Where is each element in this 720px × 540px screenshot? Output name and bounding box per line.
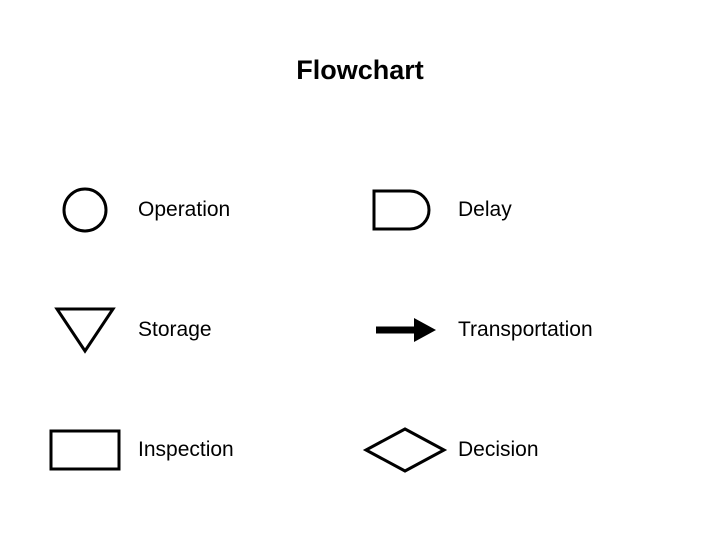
legend-cell-transportation: Transportation: [360, 300, 680, 360]
legend-label: Delay: [458, 198, 512, 222]
legend-label: Operation: [138, 198, 230, 222]
legend-label: Decision: [458, 438, 539, 462]
rectangle-icon: [40, 420, 130, 480]
legend-cell-inspection: Inspection: [40, 420, 360, 480]
legend-cell-operation: Operation: [40, 180, 360, 240]
arrow-right-icon: [360, 300, 450, 360]
legend-row: Operation Delay: [40, 150, 680, 270]
circle-icon: [40, 180, 130, 240]
page-title: Flowchart: [0, 55, 720, 86]
legend-label: Transportation: [458, 318, 593, 342]
legend-label: Inspection: [138, 438, 234, 462]
diamond-icon: [360, 420, 450, 480]
delay-icon: [360, 180, 450, 240]
legend-cell-decision: Decision: [360, 420, 680, 480]
legend-cell-delay: Delay: [360, 180, 680, 240]
legend-cell-storage: Storage: [40, 300, 360, 360]
legend-row: Inspection Decision: [40, 390, 680, 510]
legend-grid: Operation Delay Storage: [40, 150, 680, 510]
legend-row: Storage Transportation: [40, 270, 680, 390]
triangle-down-icon: [40, 300, 130, 360]
legend-label: Storage: [138, 318, 212, 342]
